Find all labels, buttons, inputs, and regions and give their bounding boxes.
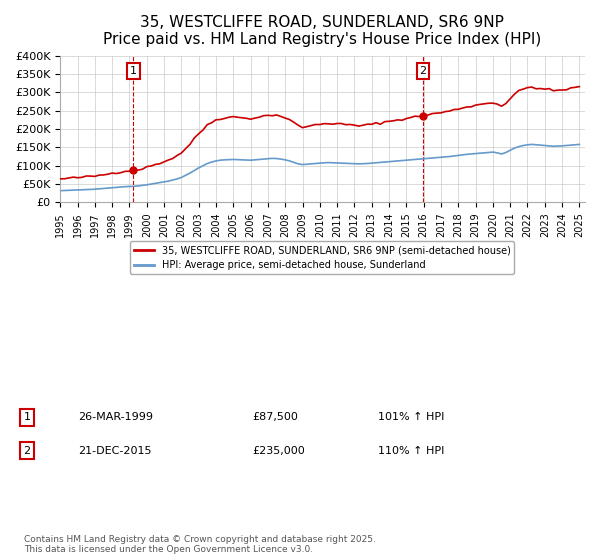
Text: 101% ↑ HPI: 101% ↑ HPI <box>378 412 445 422</box>
Text: 1: 1 <box>23 412 31 422</box>
Text: 21-DEC-2015: 21-DEC-2015 <box>78 446 151 456</box>
Legend: 35, WESTCLIFFE ROAD, SUNDERLAND, SR6 9NP (semi-detached house), HPI: Average pri: 35, WESTCLIFFE ROAD, SUNDERLAND, SR6 9NP… <box>130 241 514 274</box>
Text: £235,000: £235,000 <box>252 446 305 456</box>
Text: 2: 2 <box>419 66 427 76</box>
Text: £87,500: £87,500 <box>252 412 298 422</box>
Text: 26-MAR-1999: 26-MAR-1999 <box>78 412 153 422</box>
Title: 35, WESTCLIFFE ROAD, SUNDERLAND, SR6 9NP
Price paid vs. HM Land Registry's House: 35, WESTCLIFFE ROAD, SUNDERLAND, SR6 9NP… <box>103 15 542 48</box>
Text: 2: 2 <box>23 446 31 456</box>
Text: 1: 1 <box>130 66 137 76</box>
Text: Contains HM Land Registry data © Crown copyright and database right 2025.
This d: Contains HM Land Registry data © Crown c… <box>24 535 376 554</box>
Text: 110% ↑ HPI: 110% ↑ HPI <box>378 446 445 456</box>
